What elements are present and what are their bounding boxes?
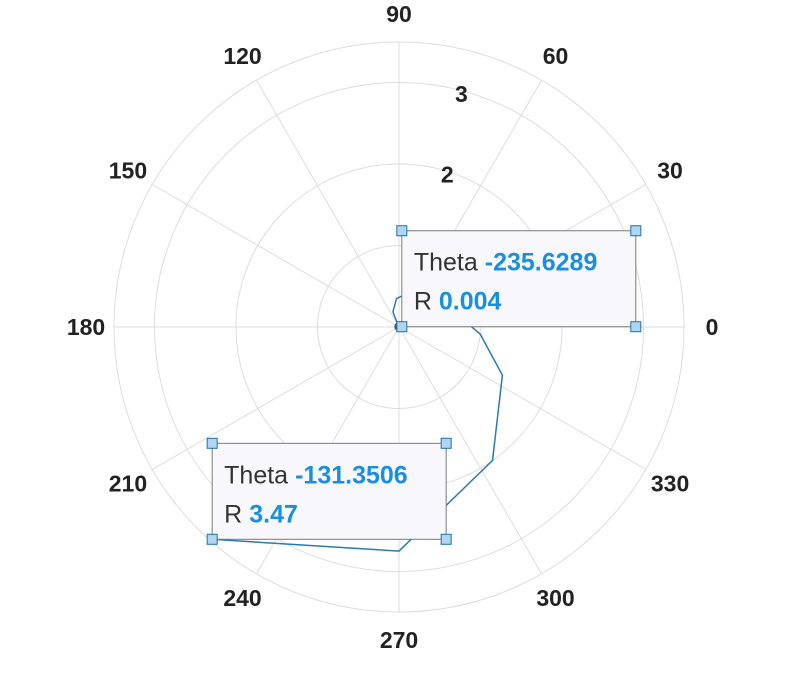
theta-tick-label: 60: [543, 43, 569, 69]
theta-tick-label: 90: [386, 1, 412, 27]
datatip-r-row: R 0.004: [414, 288, 502, 316]
datatip-resize-handle[interactable]: [396, 225, 408, 237]
datatip-theta-label: Theta: [224, 461, 288, 489]
datatip-r-label: R: [414, 288, 432, 316]
theta-tick-label: 300: [536, 585, 574, 611]
theta-tick-label: 0: [706, 314, 719, 340]
theta-tick-label: 270: [380, 627, 418, 653]
datatip-theta-value: -131.3506: [295, 461, 408, 489]
datatip-theta-label: Theta: [414, 249, 478, 277]
datatip-resize-handle[interactable]: [206, 533, 218, 545]
datatip-theta-value: -235.6289: [485, 249, 598, 277]
theta-tick-label: 30: [657, 158, 683, 184]
datatip-r-value: 3.47: [249, 500, 298, 528]
datatip-box[interactable]: [401, 230, 637, 328]
theta-tick-label: 180: [67, 314, 105, 340]
datatip-theta-row: Theta -131.3506: [224, 461, 408, 489]
datatip-r-value: 0.004: [439, 288, 502, 316]
theta-grid-spoke: [256, 79, 400, 328]
r-tick-label: 2: [441, 161, 454, 187]
theta-tick-labels: 0 30 60 90 120 150 180 210 240 270 300 330: [67, 1, 719, 653]
theta-tick-label: 150: [109, 158, 147, 184]
datatip-resize-handle[interactable]: [206, 437, 218, 449]
datatip-r-label: R: [224, 500, 242, 528]
datatip-r-row: R 3.47: [224, 500, 298, 528]
datatip-resize-handle[interactable]: [396, 321, 408, 333]
theta-grid-spoke: [398, 326, 647, 470]
datatip-resize-handle[interactable]: [630, 321, 642, 333]
datatip[interactable]: Theta -131.3506 R 3.47: [206, 437, 452, 545]
theta-grid-spoke: [151, 326, 400, 470]
datatip-resize-handle[interactable]: [440, 533, 452, 545]
datatip-box[interactable]: [211, 442, 447, 540]
theta-grid-spoke: [151, 184, 400, 328]
theta-tick-label: 210: [109, 471, 147, 497]
datatip[interactable]: Theta -235.6289 R 0.004: [394, 225, 642, 333]
r-tick-label: 3: [455, 81, 468, 107]
r-tick-labels: 23: [441, 81, 468, 187]
theta-tick-label: 330: [651, 471, 689, 497]
theta-tick-label: 240: [223, 585, 261, 611]
theta-tick-label: 120: [223, 43, 261, 69]
datatip-theta-row: Theta -235.6289: [414, 249, 598, 277]
datatip-resize-handle[interactable]: [440, 437, 452, 449]
theta-grid-spoke: [398, 326, 542, 575]
datatip-resize-handle[interactable]: [630, 225, 642, 237]
